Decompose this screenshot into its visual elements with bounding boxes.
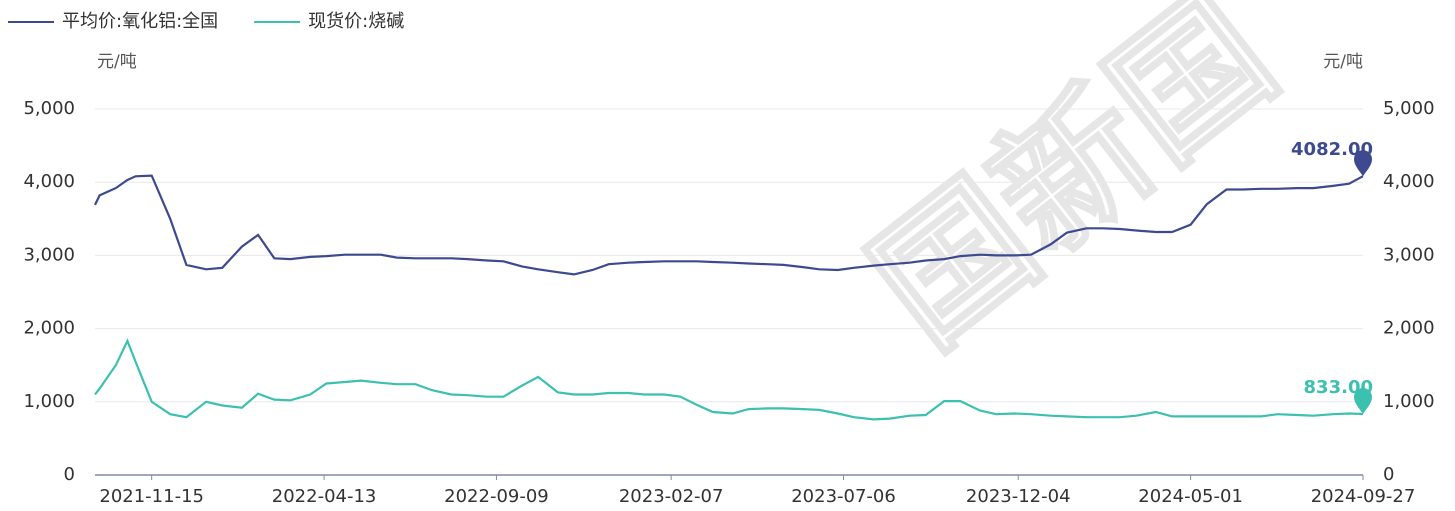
end-marker xyxy=(1354,150,1372,177)
x-tick-label: 2023-07-06 xyxy=(791,486,896,507)
y2-unit: 元/吨 xyxy=(1323,52,1363,72)
y-tick-label: 0 xyxy=(64,464,75,485)
series-line xyxy=(94,174,1364,276)
value-label: 4082.00 xyxy=(1291,139,1373,160)
x-tick-label: 2022-09-09 xyxy=(444,486,549,507)
y-tick-label: 5,000 xyxy=(23,98,75,119)
x-tick-label: 2023-02-07 xyxy=(619,486,724,507)
legend-label: 现货价:烧碱 xyxy=(308,11,404,32)
x-tick-label: 2021-11-15 xyxy=(99,486,204,507)
x-tick-label: 2022-04-13 xyxy=(272,486,377,507)
y-tick-label: 3,000 xyxy=(23,244,75,265)
x-tick-label: 2023-12-04 xyxy=(966,486,1071,507)
y2-tick-label: 3,000 xyxy=(1383,244,1435,265)
value-label: 833.00 xyxy=(1304,377,1373,398)
y2-tick-label: 4,000 xyxy=(1383,171,1435,192)
series-line xyxy=(94,338,1364,421)
y-tick-label: 2,000 xyxy=(23,318,75,339)
y-unit: 元/吨 xyxy=(97,52,137,72)
y2-tick-label: 2,000 xyxy=(1383,318,1435,339)
y2-tick-label: 1,000 xyxy=(1383,391,1435,412)
end-marker xyxy=(1354,388,1372,415)
y2-tick-label: 0 xyxy=(1383,464,1394,485)
y-tick-label: 4,000 xyxy=(23,171,75,192)
y-tick-label: 1,000 xyxy=(23,391,75,412)
x-tick-label: 2024-05-01 xyxy=(1138,486,1243,507)
legend-label: 平均价:氧化铝:全国 xyxy=(62,11,218,32)
y2-tick-label: 5,000 xyxy=(1383,98,1435,119)
x-tick-label: 2024-09-27 xyxy=(1311,486,1416,507)
